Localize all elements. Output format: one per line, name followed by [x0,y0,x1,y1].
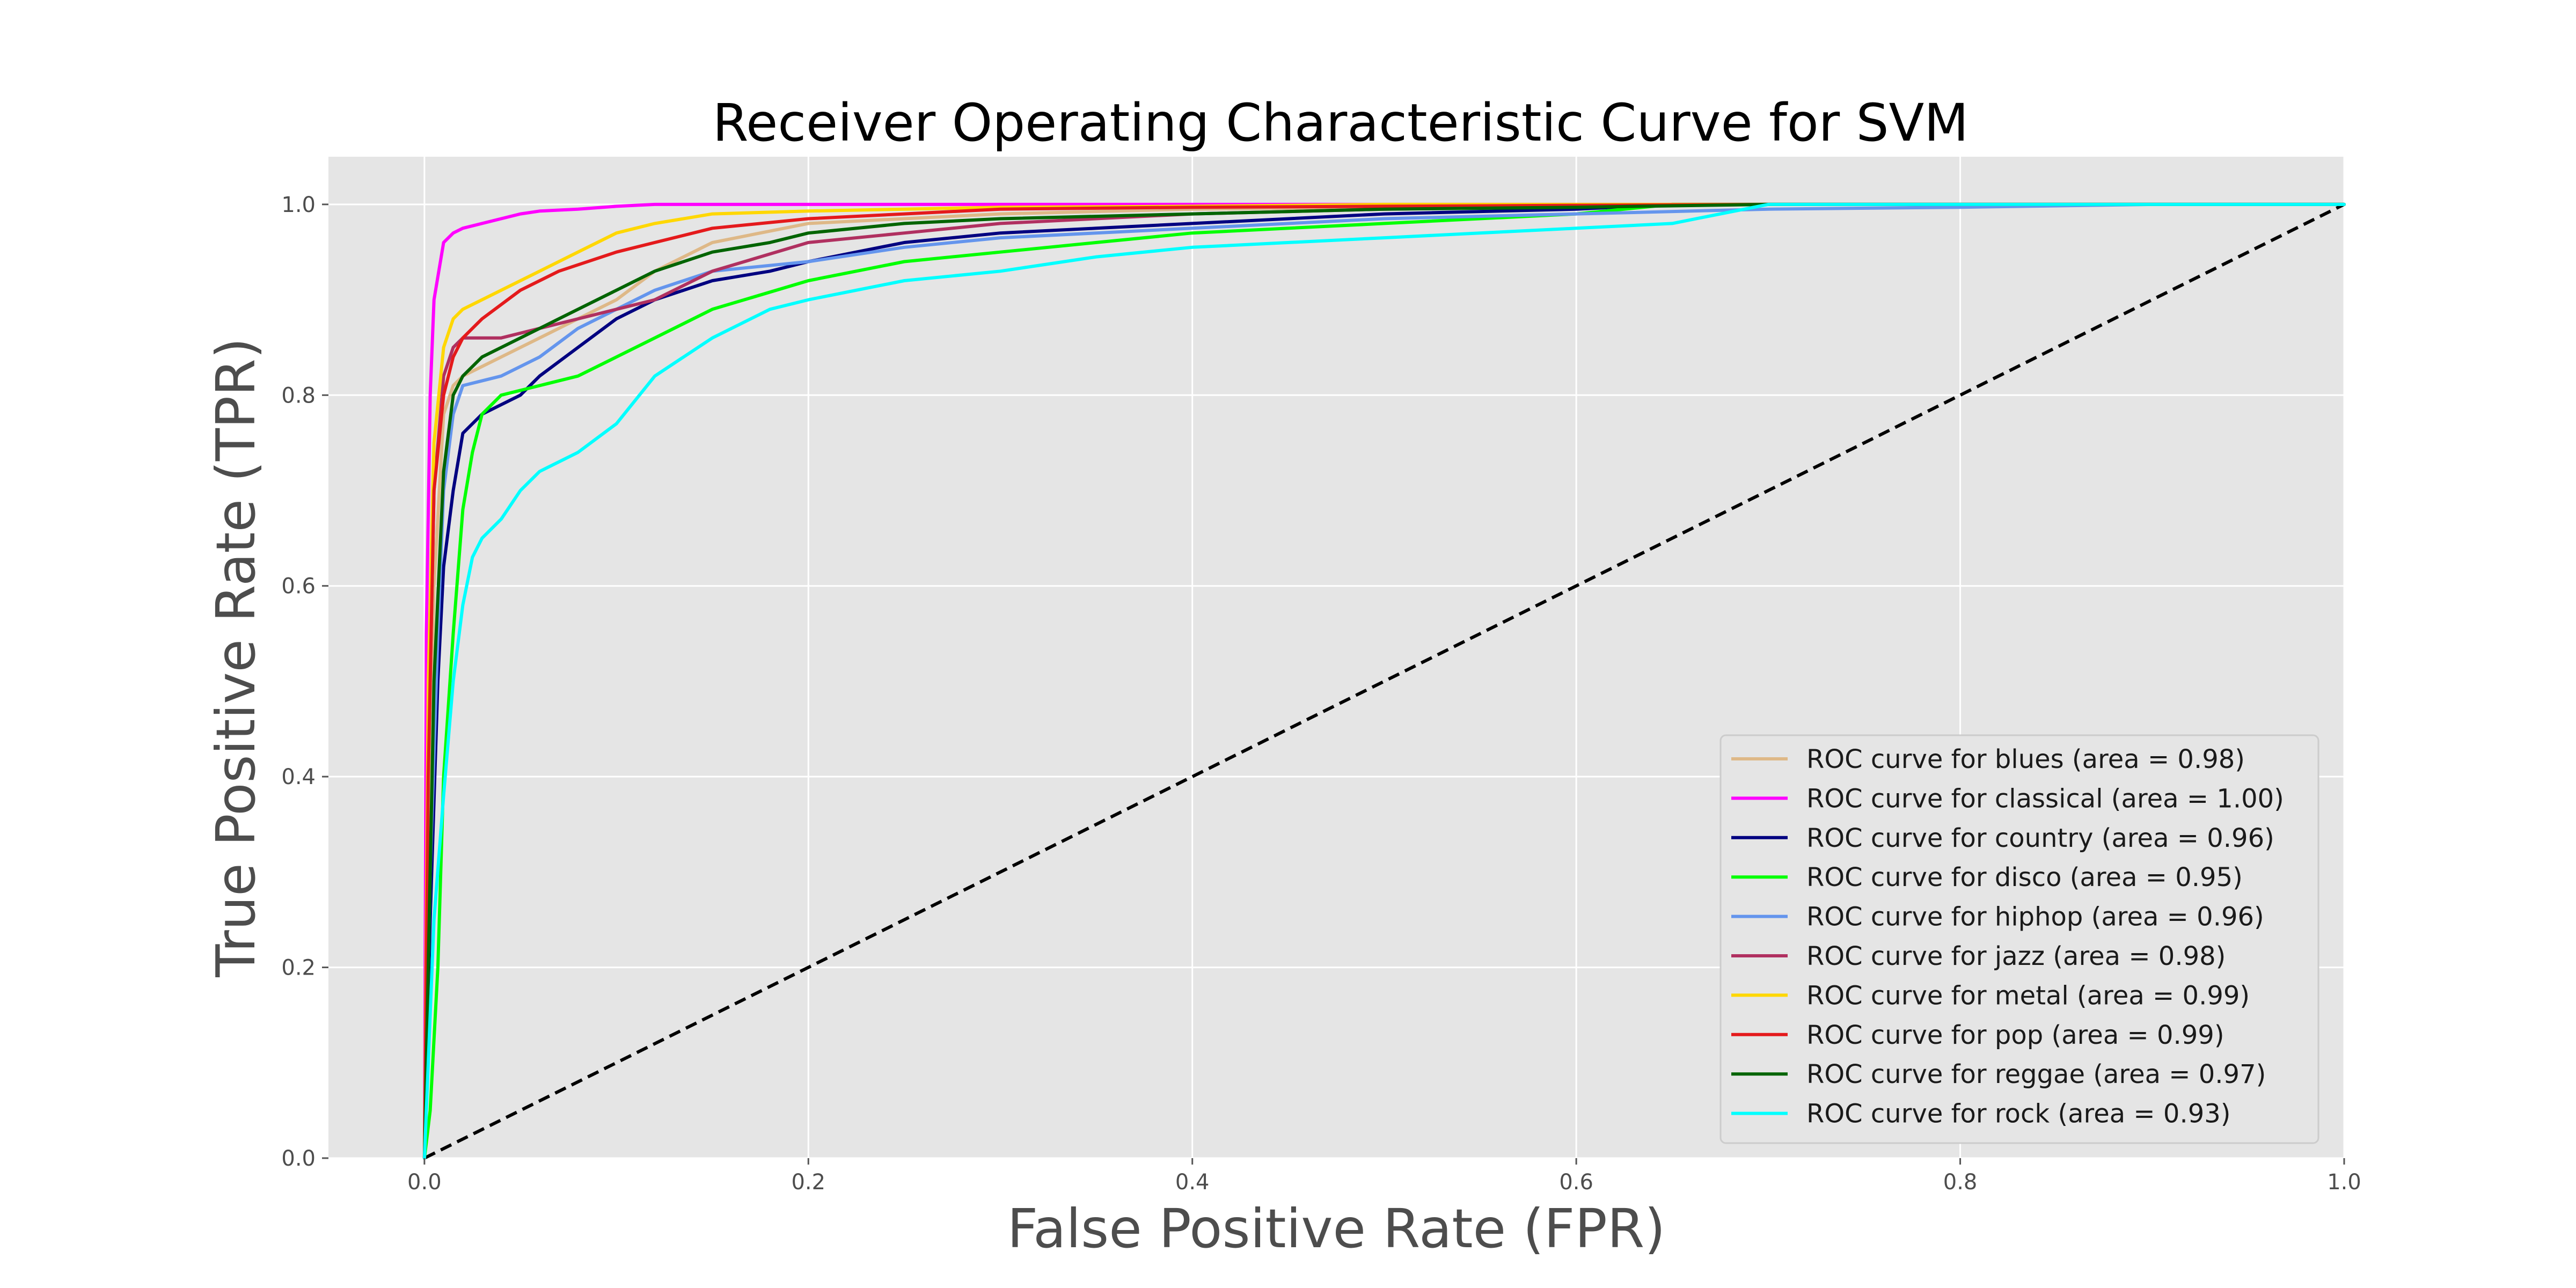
y-tick-label: 0.6 [281,574,316,599]
legend-entry-label: ROC curve for metal (area = 0.99) [1806,980,2250,1011]
y-tick-label: 0.8 [281,383,316,408]
x-tick-label: 1.0 [2327,1170,2361,1195]
y-tick-label: 0.0 [281,1146,316,1171]
x-tick-label: 0.6 [1559,1170,1593,1195]
x-tick-label: 0.4 [1175,1170,1210,1195]
roc-series-line-3 [422,202,2346,1160]
legend-entry-label: ROC curve for rock (area = 0.93) [1806,1099,2231,1129]
legend-box [1719,734,2319,1144]
y-axis-label: True Positive Rate (TPR) [204,338,267,977]
series-layer [422,202,2346,1160]
x-axis-label: False Positive Rate (FPR) [1007,1197,1666,1260]
legend-entry-label: ROC curve for country (area = 0.96) [1806,823,2274,853]
x-tick-label: 0.2 [791,1170,825,1195]
legend-entry-label: ROC curve for reggae (area = 0.97) [1806,1059,2266,1089]
legend-entry-label: ROC curve for classical (area = 1.00) [1806,784,2284,814]
chart-title: Receiver Operating Characteristic Curve … [713,93,1968,153]
diagonal-line [423,203,2345,1160]
x-tick-label: 0.8 [1943,1170,1978,1195]
diagonal-reference [423,203,2345,1160]
x-tick-label: 0.0 [407,1170,442,1195]
legend-entry-label: ROC curve for disco (area = 0.95) [1806,862,2243,892]
legend-entry-label: ROC curve for jazz (area = 0.98) [1806,941,2226,971]
roc-series-line-4 [422,202,2346,1160]
legend-entry-label: ROC curve for hiphop (area = 0.96) [1806,902,2264,932]
y-tick-label: 0.2 [281,956,316,980]
roc-series-line-8 [422,202,2346,1160]
legend: ROC curve for blues (area = 0.98) ROC cur… [1719,734,2319,1144]
grid [328,157,2345,1159]
legend-entry-label: ROC curve for pop (area = 0.99) [1806,1020,2224,1050]
y-axis-ticks: 0.0 0.2 0.4 0.6 0.8 1.0 [281,193,328,1171]
legend-entry-label: ROC curve for blues (area = 0.98) [1806,744,2245,774]
roc-series-line-9 [422,202,2346,1160]
y-tick-label: 0.4 [281,765,316,789]
roc-series-line-1 [422,202,2346,1160]
x-axis-ticks: 0.0 0.2 0.4 0.6 0.8 1.0 [407,1158,2361,1195]
roc-series-line-7 [422,202,2346,1160]
y-tick-label: 1.0 [281,193,316,217]
